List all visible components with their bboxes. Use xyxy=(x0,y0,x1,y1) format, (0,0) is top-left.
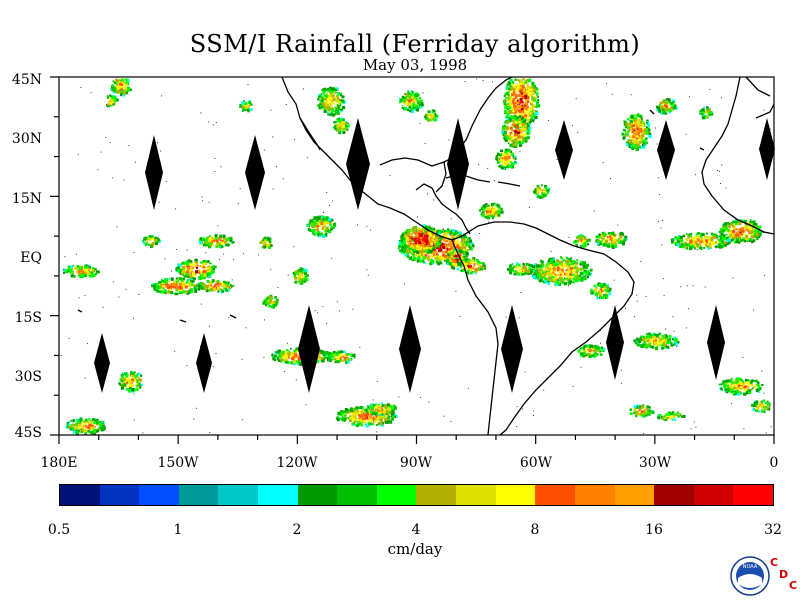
missing-data-swaths xyxy=(94,118,775,393)
missing-data-diamond xyxy=(759,118,775,180)
missing-data-diamond xyxy=(447,118,469,210)
colorbar-cell-12 xyxy=(535,485,575,505)
axis-ticks xyxy=(50,76,775,444)
colorbar-units: cm/day xyxy=(387,540,443,558)
lon-label-60w: 60W xyxy=(519,455,553,471)
missing-data-diamond xyxy=(399,305,421,393)
rainfall-map xyxy=(50,76,775,444)
lat-label-45n: 45N xyxy=(11,72,42,88)
colorbar-cell-16 xyxy=(693,485,734,505)
map-title: SSM/I Rainfall (Ferriday algorithm) xyxy=(189,30,641,58)
missing-data-diamond xyxy=(657,120,675,180)
cdc-letter-c1: C xyxy=(770,556,779,569)
lon-label-150w: 150W xyxy=(157,455,199,471)
colorbar-cell-6 xyxy=(297,485,338,505)
missing-data-diamond xyxy=(707,305,725,380)
colorbar-cell-1 xyxy=(99,485,140,505)
missing-data-diamond xyxy=(245,135,265,210)
colorbar-label-1: 1 xyxy=(173,522,183,538)
colorbar-label-2: 2 xyxy=(292,522,302,538)
lat-label-30n: 30N xyxy=(11,131,42,147)
colorbar-cell-13 xyxy=(574,485,615,505)
colorbar-cell-11 xyxy=(495,485,536,505)
colorbar-label-8: 8 xyxy=(530,522,540,538)
colorbar-cell-3 xyxy=(178,485,219,505)
colorbar-cell-14 xyxy=(614,485,655,505)
lat-label-30s: 30S xyxy=(14,369,42,385)
missing-data-diamond xyxy=(145,135,163,210)
colorbar-cell-5 xyxy=(258,485,298,505)
colorbar-cell-10 xyxy=(456,485,496,505)
missing-data-diamond xyxy=(501,305,523,393)
lon-label-90w: 90W xyxy=(399,455,433,471)
lat-label-15n: 15N xyxy=(11,191,42,207)
lat-label-45s: 45S xyxy=(14,425,42,441)
lon-label-0: 0 xyxy=(769,455,779,471)
rainfall-patches xyxy=(60,78,773,435)
colorbar-cell-4 xyxy=(218,485,259,505)
missing-data-diamond xyxy=(196,333,212,393)
missing-data-diamond xyxy=(346,118,370,210)
colorbar-cell-9 xyxy=(416,485,457,505)
lat-label-15s: 15S xyxy=(14,310,42,326)
lon-label-30w: 30W xyxy=(638,455,672,471)
lon-label-120w: 120W xyxy=(276,455,318,471)
colorbar xyxy=(59,484,774,506)
missing-data-diamond xyxy=(298,305,320,393)
colorbar-label-16: 16 xyxy=(645,522,663,538)
noaa-logo: NOAA xyxy=(730,556,770,596)
colorbar-cell-7 xyxy=(337,485,377,505)
cdc-letter-c2: C xyxy=(789,579,798,592)
colorbar-label-0-5: 0.5 xyxy=(47,522,71,538)
map-date: May 03, 1998 xyxy=(362,56,468,74)
missing-data-diamond xyxy=(94,333,110,393)
colorbar-cell-15 xyxy=(654,485,694,505)
colorbar-label-32: 32 xyxy=(764,522,782,538)
lon-label-180e: 180E xyxy=(40,455,78,471)
cdc-letter-d: D xyxy=(779,568,789,581)
colorbar-cell-2 xyxy=(139,485,179,505)
missing-data-diamond xyxy=(606,305,624,380)
colorbar-cell-8 xyxy=(376,485,417,505)
lat-label-eq: EQ xyxy=(20,250,42,266)
colorbar-cell-0 xyxy=(60,485,100,505)
missing-data-diamond xyxy=(555,120,573,180)
colorbar-cell-17 xyxy=(733,485,773,505)
colorbar-label-4: 4 xyxy=(411,522,421,538)
